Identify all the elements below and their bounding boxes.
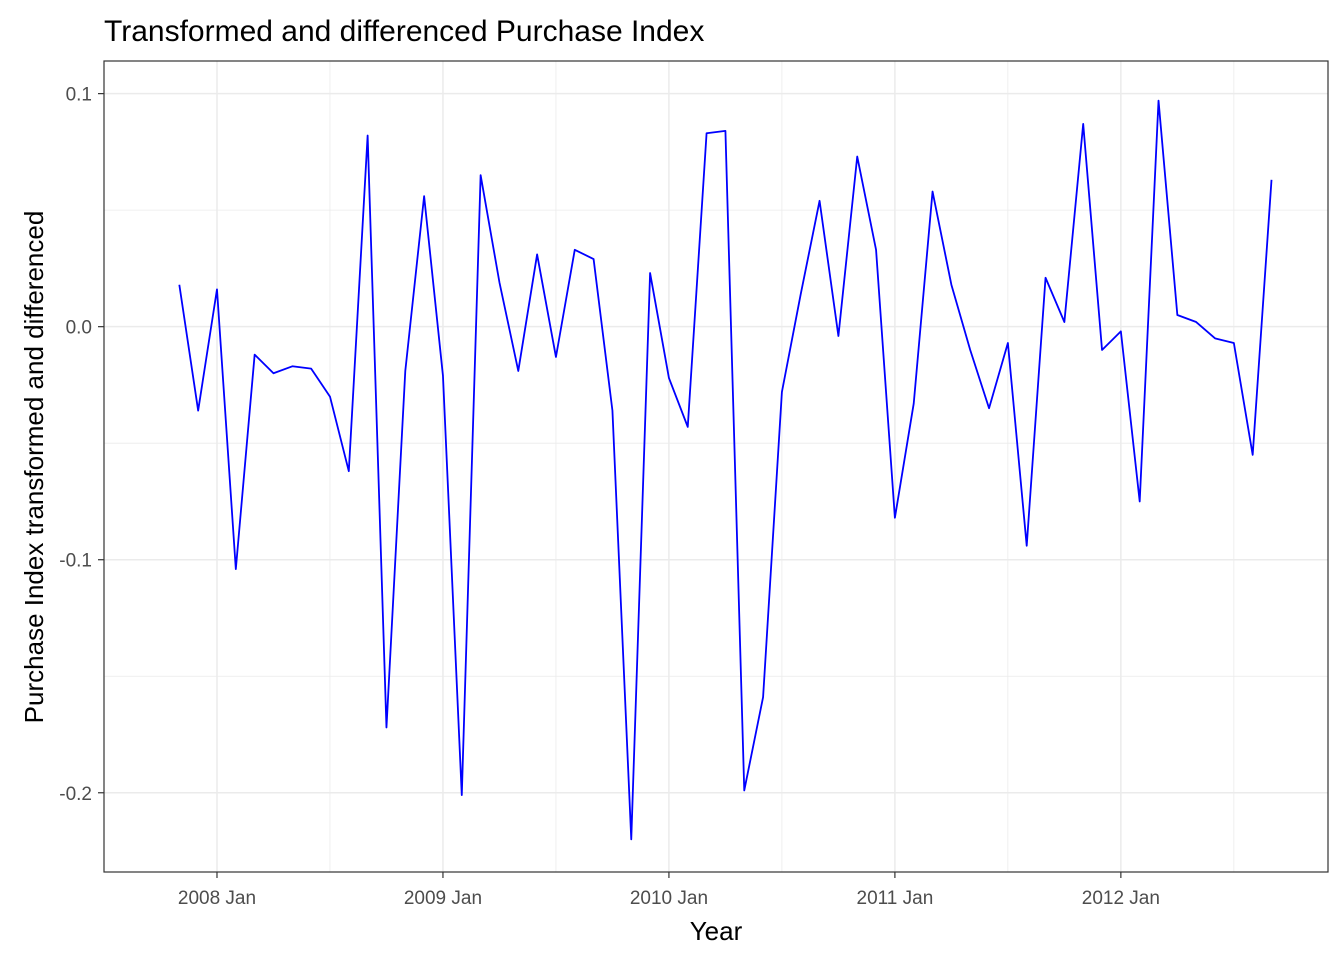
y-tick-label: -0.1 [59, 551, 92, 572]
x-tick-label: 2010 Jan [630, 888, 708, 909]
y-tick-label: 0.0 [66, 318, 92, 339]
x-tick-label: 2011 Jan [857, 888, 934, 909]
series-layer [178, 99, 1273, 841]
plot-panel-border [103, 60, 1329, 873]
x-tick-label: 2009 Jan [404, 888, 482, 909]
x-tick-label: 2012 Jan [1082, 888, 1160, 909]
y-tick-label: -0.2 [59, 784, 92, 805]
grid-lines [104, 61, 1328, 872]
chart-title: Transformed and differenced Purchase Ind… [104, 15, 704, 48]
series-line [178, 99, 1273, 841]
x-tick-label: 2008 Jan [178, 888, 256, 909]
x-axis-title: Year [690, 916, 743, 946]
axis-ticks: 0.1 0.0 -0.1 -0.2 2008 Jan 2009 Jan 2010 Jan 20… [59, 85, 1160, 909]
y-tick-label: 0.1 [66, 85, 92, 106]
y-axis-title: Purchase Index transformed and differenc… [19, 211, 49, 724]
